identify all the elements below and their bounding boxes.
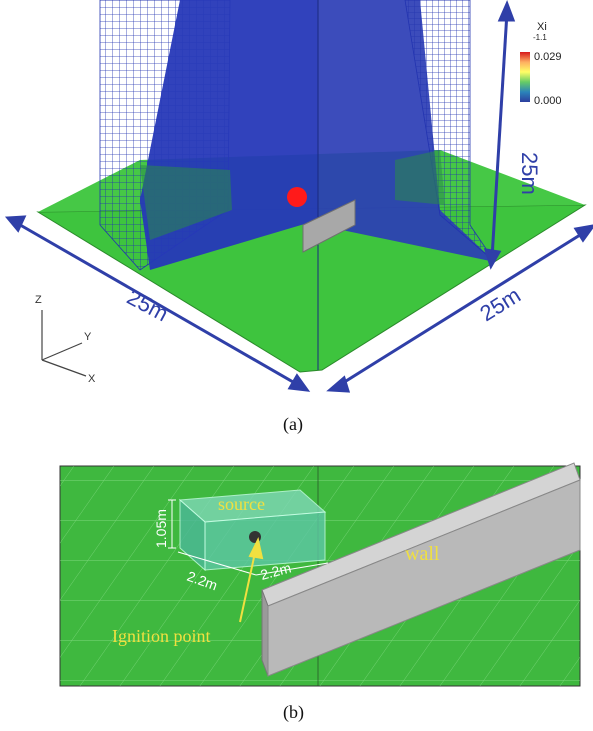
ground-reflection-left	[140, 165, 232, 240]
domain-3d-view: 25m 25m 25m Z Y X Xi -1.1 0.029 0.000	[4, 0, 593, 393]
colorbar-subtitle: -1.1	[533, 33, 547, 42]
height-dimension-arrow	[483, 0, 516, 270]
colorbar-title: Xi	[537, 21, 547, 33]
source-cloud	[287, 187, 307, 207]
height-label: 25m	[517, 152, 542, 195]
width-dim-label: 2.2m	[185, 568, 220, 594]
axis-z-label: Z	[35, 294, 42, 306]
right-side-label: 25m	[475, 282, 525, 326]
caption-b: (b)	[283, 702, 304, 722]
wall-block	[302, 199, 356, 253]
width-dimension-mark	[177, 551, 329, 576]
colorbar-gradient	[520, 52, 530, 102]
caption-a: (a)	[283, 414, 303, 434]
colorbar-max-label: 0.029	[534, 51, 562, 63]
wall-label: wall	[405, 543, 440, 565]
colorbar-min-label: 0.000	[534, 95, 562, 107]
closeup-frame	[59, 465, 581, 687]
ground-reflection-right	[395, 150, 445, 205]
ignition-arrow	[239, 537, 264, 623]
height-dimension-mark	[168, 499, 176, 549]
mesh-wall-right-dense	[318, 0, 495, 262]
height-dim-label: 1.05m	[153, 509, 169, 548]
axis-x-label: X	[88, 373, 96, 385]
closeup-grid	[60, 466, 580, 686]
axis-y-label: Y	[84, 331, 92, 343]
right-dimension-arrow	[326, 224, 593, 393]
source-label: source	[218, 494, 265, 514]
source-box	[178, 489, 327, 572]
left-side-label: 25m	[123, 284, 173, 326]
ignition-point-marker	[249, 531, 261, 543]
colorbar: Xi -1.1 0.029 0.000	[520, 21, 562, 107]
closeup-wall	[261, 462, 581, 677]
left-dimension-arrow	[4, 215, 311, 392]
axis-triad	[41, 310, 87, 377]
depth-dim-label: 2.2m	[259, 559, 293, 583]
ignition-label: Ignition point	[112, 626, 211, 646]
